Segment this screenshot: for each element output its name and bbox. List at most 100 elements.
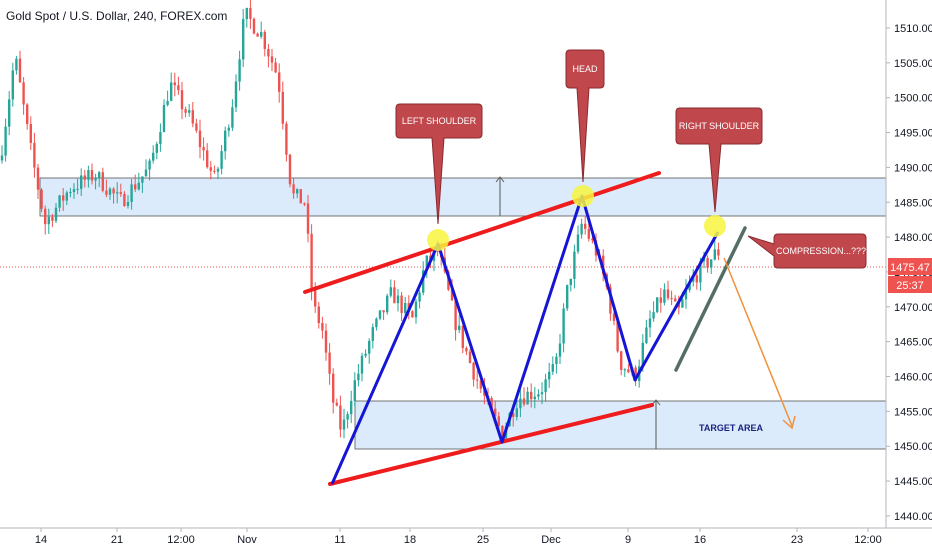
candle-body bbox=[656, 297, 659, 313]
candle-body bbox=[396, 295, 400, 304]
candle-body bbox=[105, 190, 108, 195]
candle-body bbox=[332, 373, 335, 403]
candle-body bbox=[620, 351, 623, 370]
projection-line bbox=[723, 257, 793, 427]
candle-body bbox=[0, 155, 4, 161]
candle-body bbox=[47, 216, 50, 225]
candle-body bbox=[83, 175, 86, 180]
callout-head[interactable]: HEAD bbox=[565, 49, 605, 183]
compression-line bbox=[674, 226, 747, 372]
candle-body bbox=[573, 251, 576, 279]
candle-body bbox=[245, 7, 248, 20]
current-price-value: 1475.47 bbox=[890, 262, 930, 274]
price-tick-label: 1500.00 bbox=[894, 93, 932, 105]
candle-body bbox=[306, 203, 310, 234]
candle-body bbox=[260, 32, 263, 37]
candle-body bbox=[252, 18, 256, 34]
candle-body bbox=[400, 295, 403, 313]
price-tick-label: 1445.00 bbox=[894, 476, 932, 488]
price-tick-label: 1480.00 bbox=[894, 232, 932, 244]
candles-group bbox=[0, 0, 720, 441]
candle-body bbox=[339, 405, 342, 430]
candle-body bbox=[706, 258, 709, 268]
candle-body bbox=[389, 287, 392, 296]
candle-body bbox=[375, 318, 378, 328]
candle-body bbox=[267, 48, 270, 57]
candle-body bbox=[227, 127, 230, 131]
candle-body bbox=[15, 58, 18, 71]
candle-body bbox=[209, 167, 212, 171]
time-tick-label: 14 bbox=[35, 534, 47, 546]
candle-body bbox=[231, 107, 234, 128]
candle-body bbox=[65, 192, 68, 201]
candle-body bbox=[659, 297, 662, 303]
candle-body bbox=[476, 379, 479, 381]
candle-body bbox=[652, 312, 655, 319]
candle-body bbox=[562, 308, 565, 344]
candle-body bbox=[681, 299, 684, 308]
candle-body bbox=[159, 132, 162, 144]
callout-left-shoulder[interactable]: LEFT SHOULDER bbox=[395, 103, 483, 225]
current-price-tag: 1475.47 25:37 bbox=[888, 258, 932, 293]
callout-head-label: HEAD bbox=[572, 64, 598, 74]
candle-body bbox=[494, 408, 497, 417]
candle-body bbox=[616, 320, 619, 352]
candle-body bbox=[274, 62, 277, 73]
candle-body bbox=[695, 275, 698, 283]
candle-body bbox=[472, 362, 475, 380]
candle-body bbox=[350, 400, 353, 415]
candle-body bbox=[425, 255, 428, 271]
candle-body bbox=[270, 56, 274, 63]
candle-body bbox=[44, 208, 47, 225]
candle-body bbox=[288, 154, 292, 185]
candle-body bbox=[8, 99, 11, 127]
candle-body bbox=[357, 373, 360, 381]
candle-body bbox=[249, 7, 252, 19]
candle-body bbox=[296, 189, 299, 194]
candle-body bbox=[526, 391, 529, 405]
candle-body bbox=[458, 325, 461, 331]
candle-body bbox=[130, 184, 133, 202]
time-axis[interactable]: 14 21 12:00 Nov 11 18 25 Dec 9 16 23 12:00 bbox=[35, 528, 882, 546]
callout-right-shoulder[interactable]: RIGHT SHOULDER bbox=[675, 107, 763, 213]
candle-body bbox=[414, 301, 418, 318]
candle-body bbox=[36, 167, 40, 190]
candle-body bbox=[548, 371, 551, 380]
candle-body bbox=[454, 300, 457, 331]
price-tick-label: 1510.00 bbox=[894, 23, 932, 35]
candle-body bbox=[587, 228, 590, 239]
right-shoulder-marker bbox=[704, 215, 726, 237]
candle-body bbox=[11, 70, 14, 100]
callout-compression[interactable]: COMPRESSION...??? bbox=[747, 233, 867, 269]
candle-body bbox=[148, 160, 151, 170]
time-tick-label: 18 bbox=[404, 534, 416, 546]
candle-body bbox=[519, 398, 522, 409]
candle-body bbox=[242, 19, 245, 60]
time-tick-label: 25 bbox=[477, 534, 489, 546]
candle-body bbox=[717, 249, 720, 256]
candle-body bbox=[364, 353, 367, 356]
candle-body bbox=[299, 189, 302, 204]
candle-body bbox=[76, 188, 79, 190]
time-tick-label: Nov bbox=[237, 534, 257, 546]
target-zone bbox=[354, 400, 887, 450]
projection-arrowhead bbox=[782, 415, 796, 430]
candle-body bbox=[497, 416, 500, 426]
candle-body bbox=[324, 330, 328, 353]
candle-body bbox=[101, 172, 104, 191]
candle-body bbox=[371, 327, 374, 341]
candle-body bbox=[310, 233, 313, 290]
price-tick-label: 1455.00 bbox=[894, 406, 932, 418]
candle-body bbox=[674, 298, 677, 302]
candle-body bbox=[18, 58, 22, 83]
lower-trendline bbox=[328, 403, 654, 486]
candle-body bbox=[555, 356, 558, 365]
price-axis[interactable]: 1510.00 1505.00 1500.00 1495.00 1490.00 1485.… bbox=[886, 23, 932, 523]
candle-body bbox=[116, 192, 119, 194]
candle-body bbox=[335, 402, 338, 406]
candle-body bbox=[627, 369, 630, 373]
candle-body bbox=[29, 124, 32, 143]
candle-body bbox=[263, 32, 266, 49]
price-tick-label: 1460.00 bbox=[894, 372, 932, 384]
